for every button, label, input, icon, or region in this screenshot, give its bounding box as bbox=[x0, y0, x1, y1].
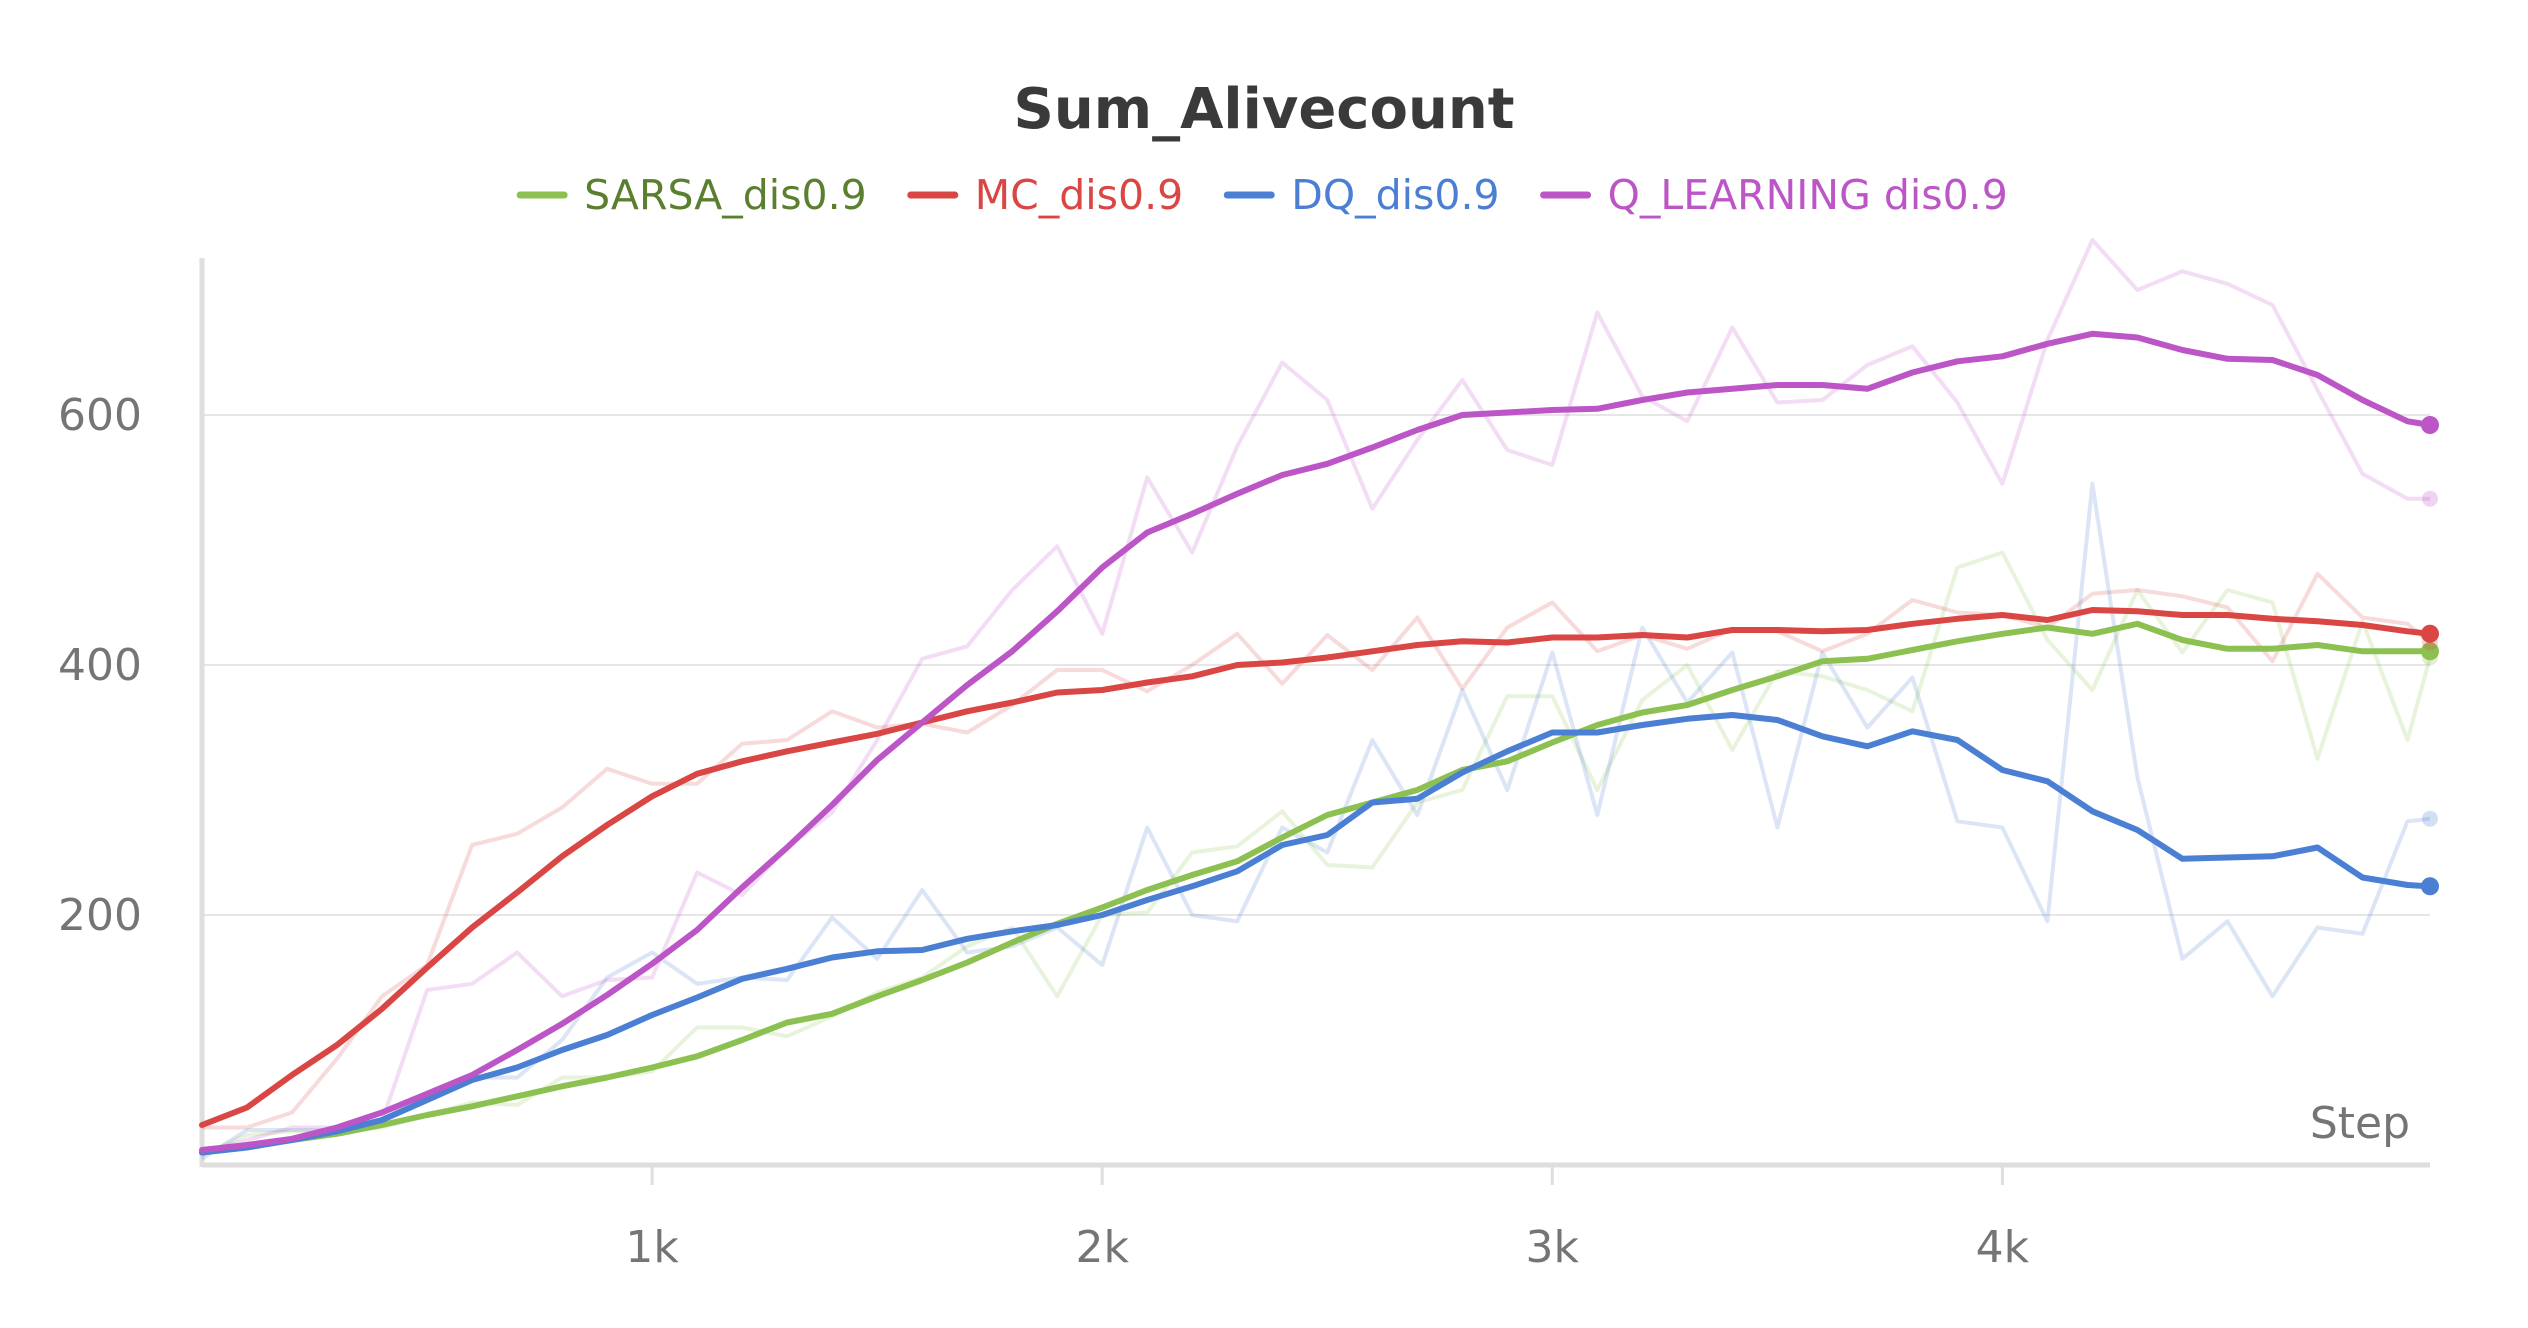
raw-line-sarsa-dis0-9 bbox=[201, 550, 2432, 1157]
y-tick-label: 400 bbox=[58, 640, 142, 691]
series-line-sarsa-dis0-9 bbox=[199, 620, 2433, 1156]
chart-title: Sum_Alivecount bbox=[1014, 77, 1515, 142]
legend-label: DQ_dis0.9 bbox=[1291, 171, 1499, 219]
grid-lines bbox=[202, 414, 2430, 916]
y-tick-label: 200 bbox=[58, 890, 142, 941]
x-tick-label: 4k bbox=[1976, 1222, 2030, 1273]
series-end-markers bbox=[2421, 416, 2439, 896]
series-line-q-learning-dis0-9 bbox=[199, 330, 2433, 1153]
raw-end-point-q-learning-dis0-9 bbox=[2422, 490, 2438, 507]
legend-label: SARSA_dis0.9 bbox=[584, 171, 867, 219]
axes: 200 400 600 1k 2k 3k 4k bbox=[58, 258, 2430, 1273]
raw-line-q-learning-dis0-9 bbox=[201, 238, 2430, 1155]
legend-item-q-learning-dis0-9: Q_LEARNING dis0.9 bbox=[1540, 171, 2008, 219]
legend-label: Q_LEARNING dis0.9 bbox=[1608, 171, 2008, 219]
legend-item-mc-dis0-9: MC_dis0.9 bbox=[907, 171, 1183, 219]
legend-item-dq-dis0-9: DQ_dis0.9 bbox=[1223, 171, 1500, 219]
series-line-dq-dis0-9 bbox=[199, 712, 2433, 1156]
x-tick-label: 2k bbox=[1075, 1222, 1129, 1273]
legend-label: MC_dis0.9 bbox=[975, 171, 1183, 219]
raw-end-point-dq-dis0-9 bbox=[2422, 810, 2438, 827]
legend-item-sarsa-dis0-9: SARSA_dis0.9 bbox=[516, 171, 867, 219]
smoothed-series-lines bbox=[199, 330, 2433, 1156]
end-point-dq-dis0-9 bbox=[2421, 877, 2439, 896]
x-tick-label: 3k bbox=[1526, 1222, 1580, 1273]
x-axis-title: Step bbox=[2310, 1098, 2410, 1149]
end-point-mc-dis0-9 bbox=[2421, 624, 2439, 643]
legend: SARSA_dis0.9 MC_dis0.9 DQ_dis0.9 Q_LEARNING… bbox=[516, 171, 2008, 219]
y-tick-label: 600 bbox=[58, 390, 142, 441]
end-point-q-learning-dis0-9 bbox=[2421, 416, 2439, 434]
x-tick-label: 1k bbox=[625, 1222, 679, 1273]
raw-line-mc-dis0-9 bbox=[202, 571, 2432, 1130]
end-point-sarsa-dis0-9 bbox=[2421, 642, 2439, 661]
series-line-mc-dis0-9 bbox=[199, 607, 2433, 1128]
